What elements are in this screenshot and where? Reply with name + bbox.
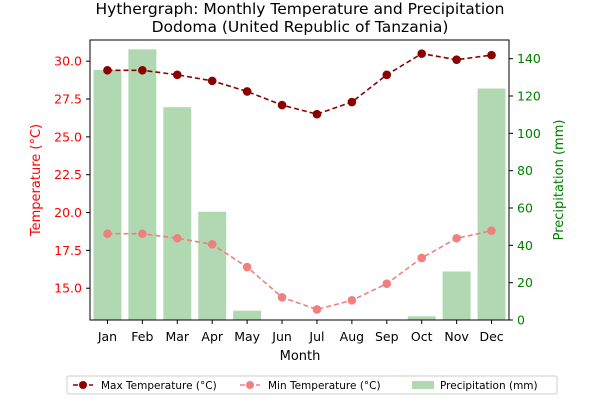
precipitation-bar-apr <box>198 211 227 320</box>
y-left-tick-label: 15.0 <box>54 281 82 296</box>
x-tick-label: Nov <box>444 329 469 344</box>
y-right-tick-label: 120 <box>517 89 541 104</box>
y-axis-right: 0 20 40 60 80 100 120 140 <box>509 51 541 328</box>
x-tick-label: Aug <box>340 329 364 344</box>
max-temp-point-jan <box>103 65 112 75</box>
y-right-tick-label: 80 <box>517 163 533 178</box>
y-left-tick-label: 17.5 <box>54 243 82 258</box>
min-temp-point-mar <box>172 233 182 243</box>
precipitation-bar-oct <box>407 316 436 320</box>
y-axis-right-label: Precipitation (mm) <box>552 120 567 241</box>
legend-box <box>66 375 558 395</box>
max-temp-point-mar <box>172 70 182 80</box>
min-temp-point-apr <box>207 240 217 249</box>
x-tick-label: Oct <box>411 329 433 344</box>
x-tick-label: Jun <box>271 329 292 344</box>
y-left-tick-label: 25.0 <box>54 129 82 144</box>
max-temp-point-may <box>242 87 252 96</box>
min-temp-point-oct <box>417 253 427 263</box>
y-left-tick-label: 20.0 <box>54 205 82 220</box>
min-temp-point-sep <box>382 279 392 288</box>
precipitation-bar-jan <box>93 69 122 320</box>
x-tick-label: Apr <box>201 329 223 344</box>
max-temp-point-jun <box>277 100 287 110</box>
chart-subtitle: Dodoma (United Republic of Tanzania) <box>152 18 449 36</box>
x-tick-label: Feb <box>131 329 153 344</box>
chart-title: Hythergraph: Monthly Temperature and Pre… <box>96 0 505 18</box>
x-tick-label: Mar <box>165 329 189 344</box>
legend-precipitation-label: Precipitation (mm) <box>440 380 538 392</box>
legend-precipitation-swatch <box>412 381 434 389</box>
max-temp-point-sep <box>382 70 392 80</box>
x-tick-label: May <box>234 329 260 344</box>
legend: Max Temperature (°C) Min Temperature (°C)… <box>66 375 558 395</box>
min-temp-point-aug <box>347 296 357 305</box>
y-left-tick-label: 30.0 <box>54 54 82 69</box>
legend-max-temp-label: Max Temperature (°C) <box>101 380 217 392</box>
plot-frame <box>89 39 510 321</box>
max-temp-point-nov <box>452 55 461 64</box>
legend-min-temp-label: Min Temperature (°C) <box>268 380 381 392</box>
y-left-tick-label: 22.5 <box>54 167 82 182</box>
x-tick-label: Jan <box>97 329 117 344</box>
y-right-tick-label: 100 <box>517 126 541 141</box>
max-temp-point-dec <box>487 50 496 60</box>
temperature-lines <box>103 49 496 314</box>
precipitation-bar-feb <box>128 49 157 320</box>
legend-min-temp-swatch-marker <box>246 381 254 389</box>
min-temp-point-jun <box>277 292 287 302</box>
min-temp-point-may <box>242 262 252 272</box>
y-right-tick-label: 140 <box>517 51 541 66</box>
max-temp-point-oct <box>417 49 427 58</box>
min-temp-point-feb <box>138 229 147 239</box>
max-temp-point-feb <box>138 65 147 75</box>
max-temp-point-aug <box>347 97 357 107</box>
x-tick-label: Sep <box>375 329 399 344</box>
max-temp-point-apr <box>207 76 217 86</box>
x-tick-label: Jul <box>308 329 324 344</box>
precipitation-bar-may <box>233 310 262 320</box>
x-axis-label: Month <box>280 349 321 364</box>
y-right-tick-label: 40 <box>517 238 533 253</box>
y-right-tick-label: 20 <box>517 275 533 290</box>
precipitation-bar-nov <box>442 271 471 320</box>
min-temp-point-dec <box>487 226 496 236</box>
x-tick-label: Dec <box>479 329 503 344</box>
x-axis: Jan Feb Mar Apr May Jun Jul Aug Sep Oct Nov Dec <box>97 320 504 344</box>
y-axis-left: 15.0 17.5 20.0 22.5 25.0 27.5 30.0 <box>54 54 90 296</box>
precipitation-bars <box>93 49 506 321</box>
y-right-tick-label: 60 <box>517 201 533 216</box>
legend-max-temp-swatch-marker <box>79 381 87 389</box>
min-temp-point-nov <box>452 233 461 243</box>
y-left-tick-label: 27.5 <box>54 92 82 107</box>
y-right-tick-label: 0 <box>517 313 525 328</box>
min-temp-line <box>107 229 492 311</box>
min-temp-point-jan <box>103 229 112 239</box>
max-temp-line <box>107 52 492 115</box>
precipitation-bar-dec <box>477 88 506 321</box>
min-temp-point-jul <box>312 305 322 314</box>
y-axis-left-label: Temperature (°C) <box>29 124 44 237</box>
max-temp-point-jul <box>312 109 322 119</box>
precipitation-bar-mar <box>163 107 192 320</box>
